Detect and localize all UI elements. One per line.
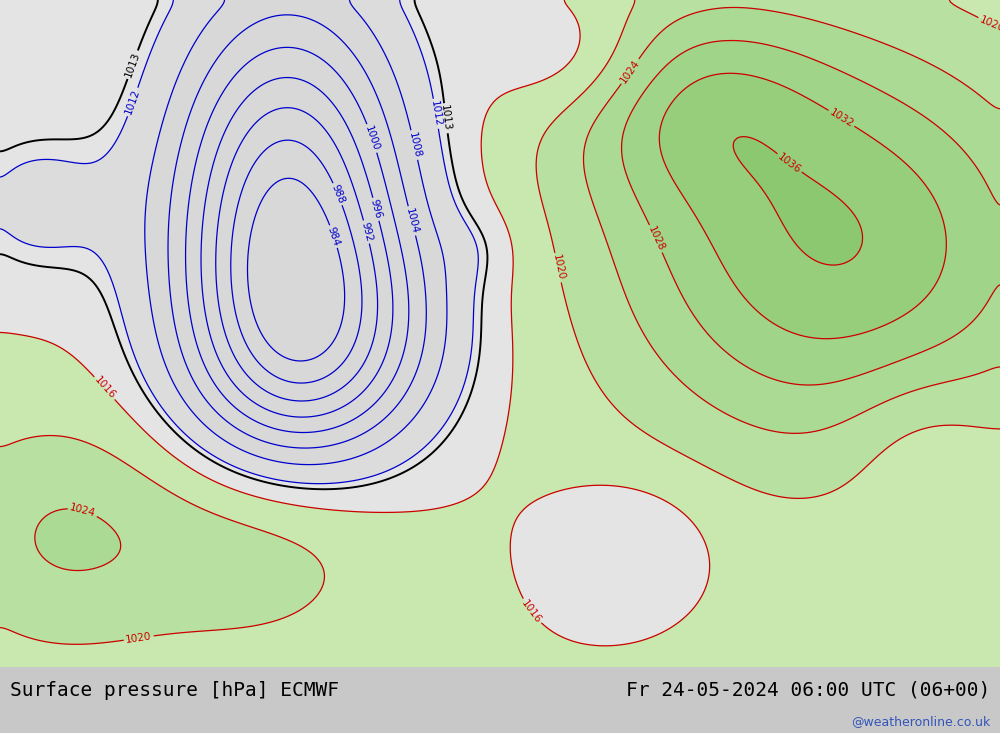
Text: 1016: 1016 (519, 598, 543, 625)
Text: 984: 984 (326, 226, 342, 248)
Text: 1008: 1008 (407, 131, 422, 159)
Text: @weatheronline.co.uk: @weatheronline.co.uk (851, 715, 990, 728)
Text: 1016: 1016 (92, 375, 117, 401)
Text: 1036: 1036 (776, 151, 803, 175)
Text: 988: 988 (329, 183, 346, 205)
Text: 992: 992 (359, 221, 374, 243)
Text: 1020: 1020 (550, 254, 566, 281)
Text: 1032: 1032 (828, 107, 855, 130)
Text: 1024: 1024 (69, 503, 97, 519)
Text: Fr 24-05-2024 06:00 UTC (06+00): Fr 24-05-2024 06:00 UTC (06+00) (626, 681, 990, 699)
Text: 1024: 1024 (618, 58, 642, 85)
Text: 1020: 1020 (978, 15, 1000, 34)
Text: 1013: 1013 (123, 51, 142, 78)
Text: 1004: 1004 (404, 207, 420, 235)
Text: 1012: 1012 (124, 88, 142, 116)
Text: 1000: 1000 (363, 125, 381, 152)
Text: 1012: 1012 (429, 100, 443, 128)
Text: 1013: 1013 (439, 105, 452, 132)
Text: 996: 996 (369, 199, 383, 220)
Text: Surface pressure [hPa] ECMWF: Surface pressure [hPa] ECMWF (10, 681, 339, 699)
Text: 1020: 1020 (125, 631, 152, 645)
Text: 1028: 1028 (646, 224, 666, 253)
